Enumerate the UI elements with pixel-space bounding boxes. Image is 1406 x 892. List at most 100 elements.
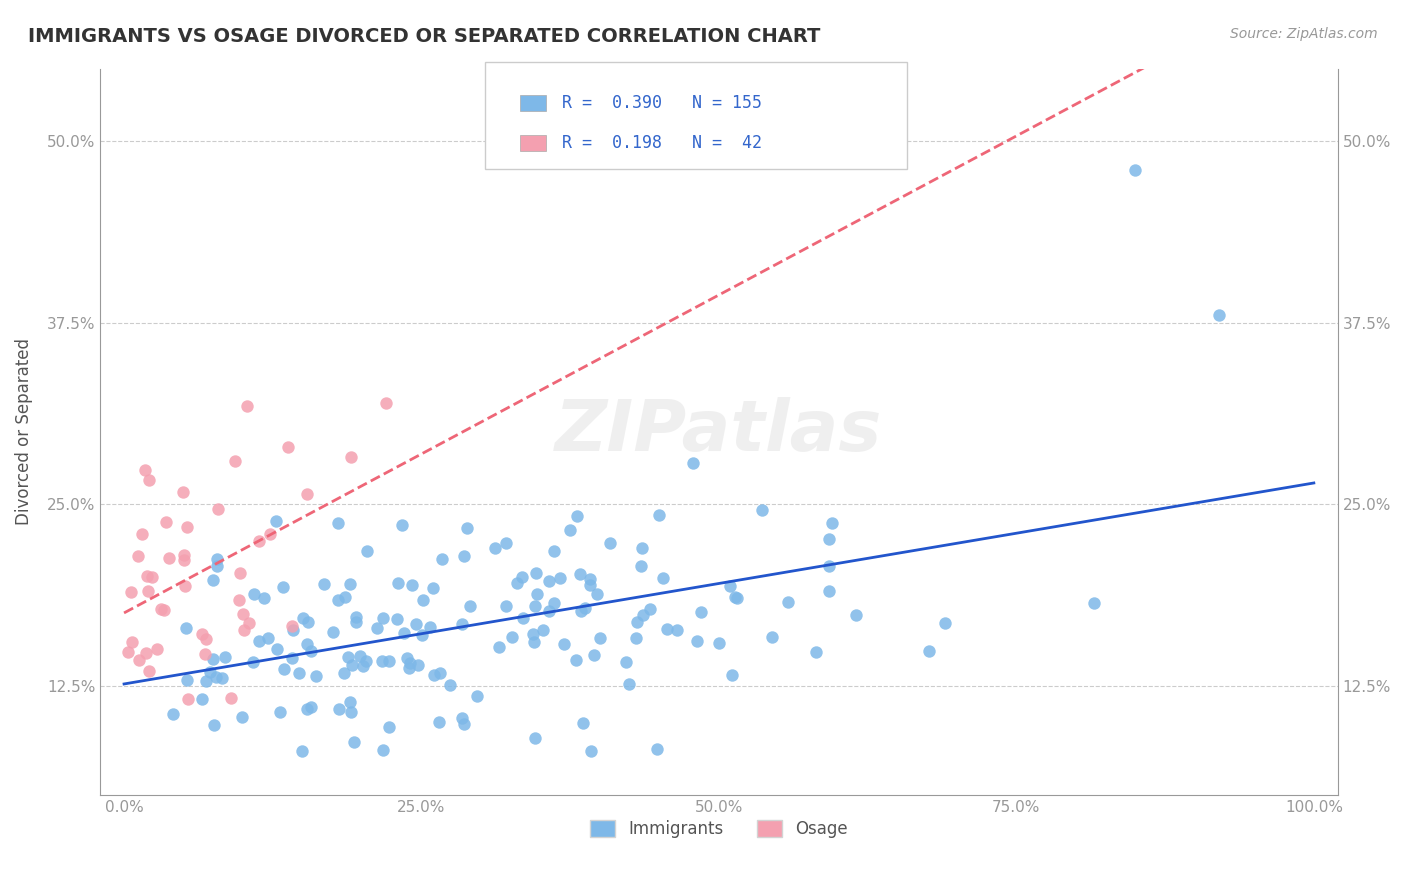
Point bbox=[652, 571, 675, 585]
Point bbox=[273, 662, 295, 676]
Point bbox=[523, 599, 546, 614]
Point bbox=[247, 633, 270, 648]
Point bbox=[194, 647, 217, 661]
Point bbox=[574, 601, 596, 615]
Point bbox=[328, 593, 350, 607]
Point bbox=[550, 571, 572, 585]
Point bbox=[219, 690, 242, 705]
Point bbox=[281, 651, 304, 665]
Point bbox=[371, 654, 394, 668]
Point bbox=[408, 658, 430, 673]
Point bbox=[136, 568, 159, 582]
Point bbox=[344, 615, 367, 630]
Point bbox=[818, 584, 841, 599]
Point bbox=[1208, 309, 1230, 323]
Point bbox=[349, 648, 371, 663]
Point bbox=[543, 544, 565, 558]
Point bbox=[150, 602, 173, 616]
Point bbox=[655, 622, 678, 636]
Point bbox=[718, 579, 741, 593]
Point bbox=[288, 665, 311, 680]
Point bbox=[283, 623, 305, 637]
Point bbox=[231, 709, 253, 723]
Point bbox=[134, 462, 156, 476]
Point bbox=[201, 652, 224, 666]
Point bbox=[344, 610, 367, 624]
Point bbox=[281, 619, 304, 633]
Point bbox=[630, 558, 652, 573]
Point bbox=[458, 599, 481, 613]
Point bbox=[304, 669, 326, 683]
Point bbox=[531, 623, 554, 637]
Point bbox=[439, 678, 461, 692]
Legend: Immigrants, Osage: Immigrants, Osage bbox=[583, 813, 855, 845]
Point bbox=[918, 644, 941, 658]
Point bbox=[568, 566, 591, 581]
Point bbox=[391, 518, 413, 533]
Point bbox=[173, 549, 195, 563]
Point bbox=[238, 615, 260, 630]
Point bbox=[205, 558, 228, 573]
Point bbox=[128, 652, 150, 666]
Point bbox=[686, 634, 709, 648]
Point bbox=[162, 707, 184, 722]
Point bbox=[821, 516, 844, 530]
Point bbox=[510, 570, 533, 584]
Point bbox=[450, 617, 472, 632]
Point bbox=[201, 573, 224, 587]
Point bbox=[585, 587, 607, 601]
Point bbox=[214, 650, 236, 665]
Point bbox=[297, 701, 319, 715]
Point bbox=[484, 541, 506, 555]
Point bbox=[257, 631, 280, 645]
Point bbox=[155, 515, 177, 529]
Point bbox=[277, 440, 299, 454]
Point bbox=[579, 572, 602, 586]
Point bbox=[506, 576, 529, 591]
Point bbox=[558, 524, 581, 538]
Point bbox=[340, 658, 363, 673]
Point bbox=[340, 705, 363, 719]
Point bbox=[356, 544, 378, 558]
Point bbox=[456, 521, 478, 535]
Point bbox=[721, 667, 744, 681]
Text: R =  0.390   N = 155: R = 0.390 N = 155 bbox=[562, 94, 762, 112]
Point bbox=[232, 607, 254, 622]
Point bbox=[177, 692, 200, 706]
Point bbox=[565, 653, 588, 667]
Point bbox=[626, 615, 648, 629]
Y-axis label: Divorced or Separated: Divorced or Separated bbox=[15, 338, 32, 525]
Point bbox=[326, 516, 349, 530]
Point bbox=[352, 658, 374, 673]
Point bbox=[176, 520, 198, 534]
Point bbox=[405, 617, 427, 632]
Point bbox=[501, 630, 523, 644]
Point bbox=[228, 593, 250, 607]
Point bbox=[645, 742, 668, 756]
Point bbox=[523, 635, 546, 649]
Point bbox=[295, 637, 318, 651]
Point bbox=[583, 648, 606, 663]
Point bbox=[138, 473, 160, 487]
Point bbox=[465, 689, 488, 703]
Point bbox=[569, 604, 592, 618]
Point bbox=[211, 671, 233, 685]
Point bbox=[537, 574, 560, 588]
Point bbox=[333, 665, 356, 680]
Point bbox=[524, 566, 547, 581]
Point bbox=[271, 580, 294, 594]
Point bbox=[377, 720, 399, 734]
Point bbox=[537, 604, 560, 618]
Point bbox=[385, 612, 408, 626]
Point bbox=[571, 716, 593, 731]
Point bbox=[299, 643, 322, 657]
Point bbox=[121, 634, 143, 648]
Point bbox=[173, 553, 195, 567]
Point bbox=[191, 692, 214, 706]
Point bbox=[174, 621, 197, 635]
Point bbox=[429, 666, 451, 681]
Point bbox=[253, 591, 276, 605]
Point bbox=[371, 742, 394, 756]
Point bbox=[419, 620, 441, 634]
Point bbox=[845, 607, 868, 622]
